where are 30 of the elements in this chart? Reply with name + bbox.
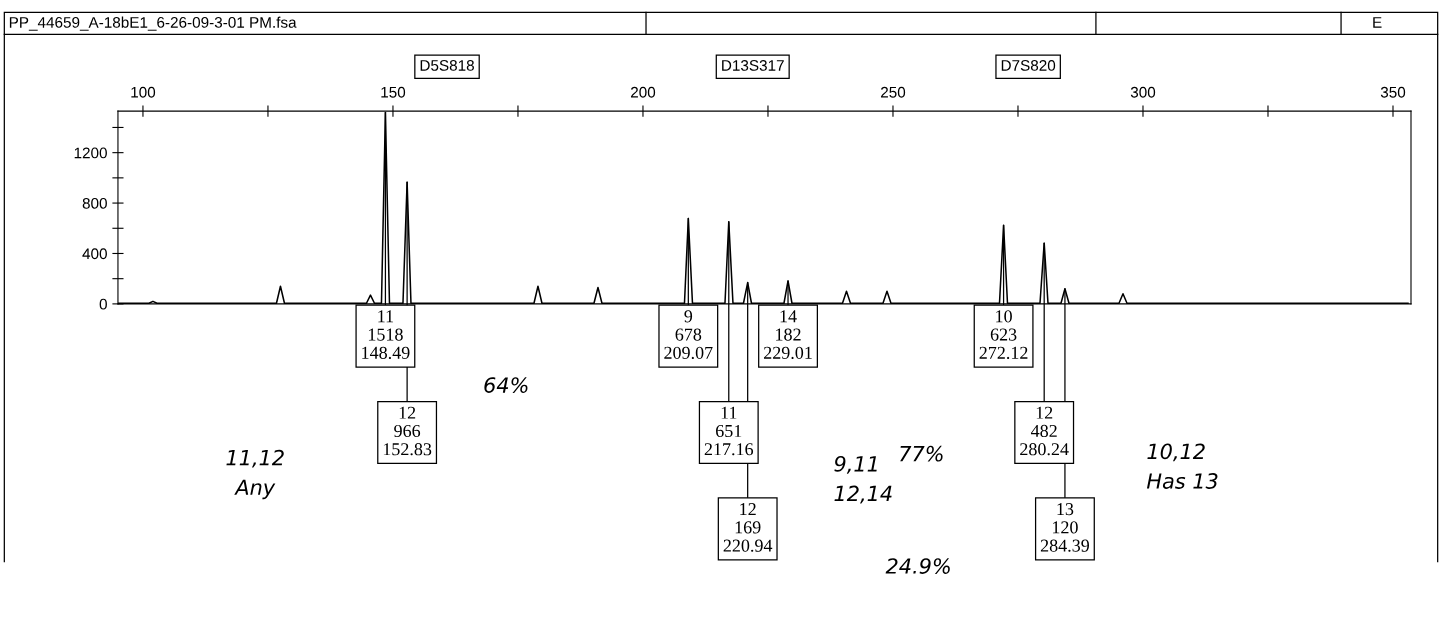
y-tick-label: 400	[82, 248, 107, 260]
y-tick-label: 800	[82, 197, 107, 209]
x-tick-label: 150	[381, 86, 406, 98]
annotation: 10 623 272.12	[979, 310, 1028, 359]
annotation: 13 120 284.39	[1040, 503, 1090, 552]
annotation: 11 1518 148.49	[362, 310, 410, 359]
text: 64%	[484, 377, 528, 393]
text: D5S818	[420, 60, 474, 71]
annotation: 12 482 280.24	[1020, 406, 1069, 456]
text: 10,12 Has 13	[1146, 443, 1218, 489]
annotation: 12 169 220.94	[723, 503, 773, 552]
x-tick-label: 300	[1130, 86, 1156, 98]
x-tick-label: 100	[131, 86, 156, 98]
text: 24.9%	[885, 558, 950, 574]
x-tick-label: 250	[881, 86, 906, 98]
annotation: 11 651 217.16	[704, 406, 754, 456]
text: PP_44659_A-18bE1_6-26-09-3-01 PM.fsa	[9, 16, 297, 31]
y-tick-label: 0	[99, 298, 107, 310]
text: E	[1373, 17, 1382, 28]
text: 11,12 Any	[226, 449, 284, 500]
text: D7S820	[1001, 60, 1056, 71]
x-tick-label: 350	[1380, 86, 1406, 98]
text: 77%	[900, 445, 943, 462]
text: 9,11 12,14	[834, 455, 892, 504]
annotation: 14 182 229.01	[763, 310, 812, 359]
x-tick-label: 200	[631, 86, 656, 98]
y-tick-label: 1200	[74, 147, 107, 159]
annotation: 9 678 209.07	[664, 310, 713, 359]
annotation: 12 966 152.83	[383, 406, 432, 456]
text: D13S317	[722, 60, 784, 71]
